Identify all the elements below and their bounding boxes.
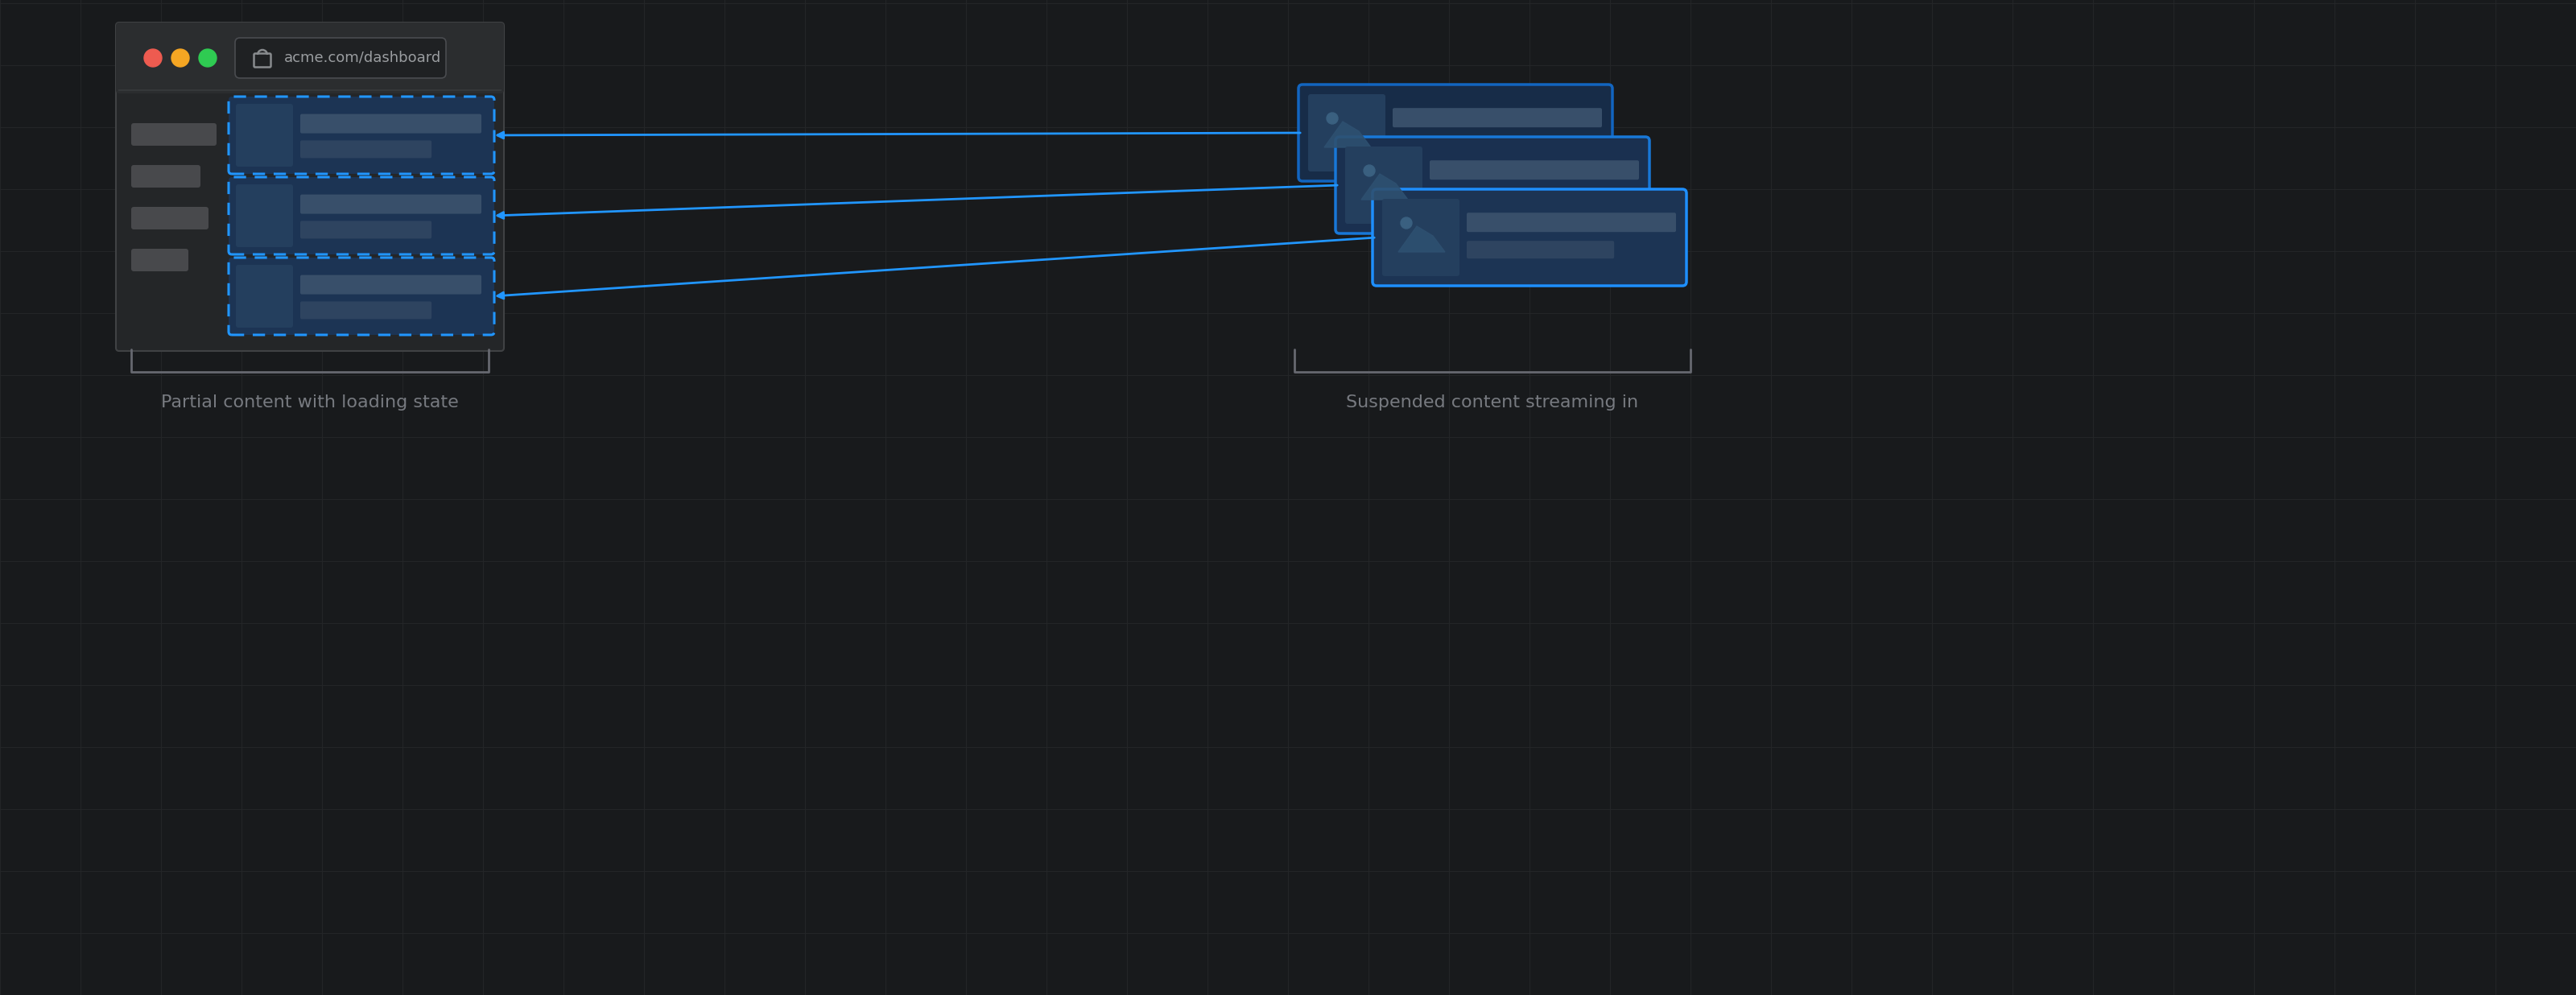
FancyBboxPatch shape — [1430, 188, 1577, 206]
Text: Suspended content streaming in: Suspended content streaming in — [1347, 394, 1638, 411]
FancyBboxPatch shape — [301, 275, 482, 295]
FancyBboxPatch shape — [234, 38, 446, 78]
FancyBboxPatch shape — [131, 123, 216, 145]
FancyBboxPatch shape — [1466, 213, 1677, 232]
Circle shape — [1401, 217, 1412, 229]
FancyBboxPatch shape — [1309, 95, 1386, 171]
Circle shape — [144, 49, 162, 67]
FancyBboxPatch shape — [237, 103, 294, 166]
FancyBboxPatch shape — [301, 301, 433, 319]
FancyBboxPatch shape — [1383, 199, 1461, 277]
FancyBboxPatch shape — [301, 140, 433, 158]
Circle shape — [1327, 112, 1337, 124]
FancyBboxPatch shape — [229, 177, 495, 255]
Polygon shape — [1360, 174, 1409, 200]
FancyBboxPatch shape — [1394, 136, 1540, 154]
FancyBboxPatch shape — [229, 258, 495, 335]
FancyBboxPatch shape — [301, 221, 433, 239]
FancyBboxPatch shape — [1345, 146, 1422, 224]
Circle shape — [198, 49, 216, 67]
FancyBboxPatch shape — [1430, 160, 1638, 180]
Polygon shape — [1324, 121, 1370, 147]
FancyBboxPatch shape — [1298, 85, 1613, 181]
FancyBboxPatch shape — [237, 265, 294, 327]
FancyBboxPatch shape — [1466, 241, 1615, 259]
FancyBboxPatch shape — [1373, 189, 1687, 286]
FancyBboxPatch shape — [237, 184, 294, 247]
FancyBboxPatch shape — [116, 23, 505, 94]
Polygon shape — [1399, 226, 1445, 252]
Bar — [118, 26, 500, 91]
FancyBboxPatch shape — [301, 114, 482, 133]
FancyBboxPatch shape — [131, 249, 188, 272]
FancyBboxPatch shape — [229, 97, 495, 174]
FancyBboxPatch shape — [1394, 108, 1602, 127]
FancyBboxPatch shape — [131, 207, 209, 230]
Text: acme.com/dashboard: acme.com/dashboard — [283, 51, 440, 66]
FancyBboxPatch shape — [131, 165, 201, 188]
Text: Partial content with loading state: Partial content with loading state — [162, 394, 459, 411]
Circle shape — [1363, 165, 1376, 176]
Circle shape — [173, 49, 188, 67]
FancyBboxPatch shape — [1334, 137, 1649, 234]
FancyBboxPatch shape — [116, 23, 505, 351]
FancyBboxPatch shape — [301, 194, 482, 214]
